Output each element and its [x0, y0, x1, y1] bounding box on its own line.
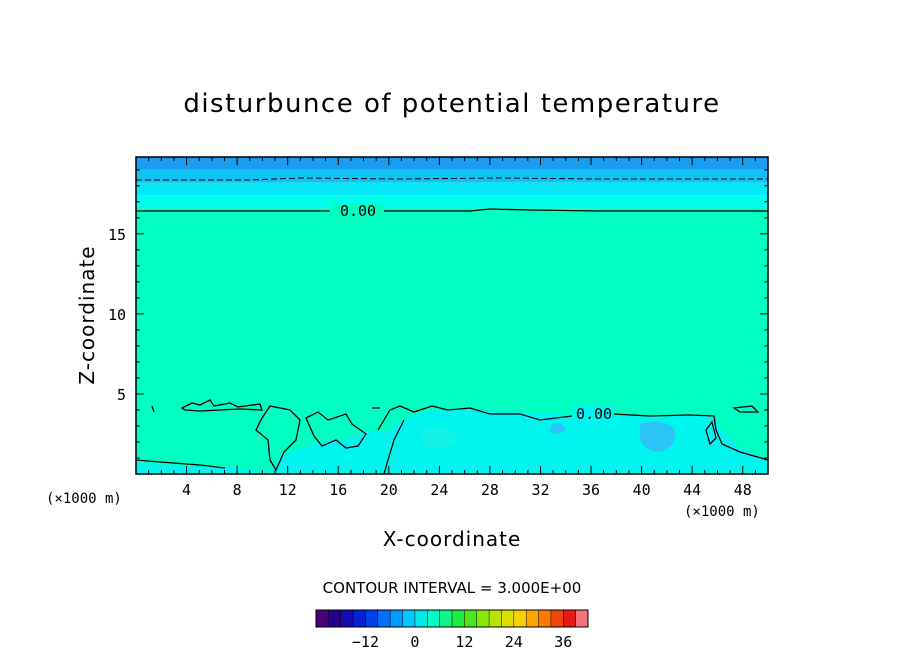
colorbar-cell — [365, 610, 379, 627]
x-tick-label: 48 — [734, 481, 752, 499]
field-band-1 — [136, 169, 768, 183]
x-tick-label: 16 — [329, 481, 347, 499]
contour-zero-lower — [732, 405, 760, 413]
x-unit-left: (×1000 m) — [46, 491, 122, 507]
field-band-0 — [136, 157, 768, 170]
colorbar-tick-label: 24 — [505, 633, 523, 651]
colorbar-tick-label: 36 — [554, 633, 572, 651]
colorbar-cell — [328, 610, 342, 627]
contour-label: 0.00 — [340, 202, 376, 220]
contour-zero-lower — [135, 459, 226, 469]
colorbar-cell — [439, 610, 453, 627]
contour-label: 0.00 — [576, 405, 612, 423]
x-axis-label: X-coordinate — [383, 527, 522, 551]
contour-interval-label: CONTOUR INTERVAL = 3.000E+00 — [323, 579, 582, 597]
colorbar-frame — [315, 609, 589, 628]
colorbar-tick-label: 12 — [455, 633, 473, 651]
x-tick-label: 4 — [182, 481, 191, 499]
x-ticks: 4 8 12 16 20 24 28 32 36 40 44 48 — [148, 157, 756, 499]
x-tick-label: 40 — [633, 481, 651, 499]
colorbar-tick-label: 0 — [410, 633, 419, 651]
x-tick-label: 28 — [481, 481, 499, 499]
blue-spot — [640, 421, 676, 452]
contour-zero-lower — [255, 405, 301, 472]
colorbar-cell — [316, 610, 329, 627]
colorbar-cell — [464, 610, 478, 627]
y-tick-label: 15 — [108, 226, 126, 244]
x-tick-label: 12 — [279, 481, 297, 499]
colorbar-cell — [538, 610, 552, 627]
contour-zero-lower — [383, 419, 405, 475]
colorbar-cell — [526, 610, 540, 627]
x-tick-label: 24 — [430, 481, 448, 499]
colorbar-cell — [513, 610, 527, 627]
contour-label-bg — [574, 406, 614, 422]
light-spot — [420, 428, 460, 449]
contour-zero-lower — [705, 420, 717, 446]
x-tick-label: 44 — [683, 481, 701, 499]
chart-title: disturbunce of potential temperature — [183, 89, 720, 119]
colorbar-cell — [501, 610, 515, 627]
colorbar: −12 0 12 24 36 — [315, 609, 589, 651]
x-tick-label: 32 — [531, 481, 549, 499]
colorbar-cell — [563, 610, 577, 627]
colorbar-cell — [427, 610, 441, 627]
y-axis-label: Z-coordinate — [75, 245, 99, 384]
field-band-2 — [136, 182, 768, 196]
colorbar-cell — [340, 610, 354, 627]
y-tick-label: 10 — [108, 306, 126, 324]
y-ticks: 5 10 15 — [108, 169, 768, 459]
contour-label-bg — [332, 203, 382, 219]
x-tick-label: 20 — [380, 481, 398, 499]
contour-zero-lower — [613, 413, 769, 461]
x-tick-label: 36 — [582, 481, 600, 499]
contour-zero-lower — [377, 405, 573, 431]
y-tick-label: 5 — [117, 386, 126, 404]
colorbar-cell — [489, 610, 502, 627]
colorbar-cell — [402, 610, 416, 627]
field-band-3 — [136, 195, 768, 209]
blue-spot — [550, 422, 566, 434]
colorbar-cell — [353, 610, 366, 627]
colorbar-cell — [550, 610, 564, 627]
contour-negative — [136, 177, 768, 181]
colorbar-cell — [575, 610, 589, 627]
colorbar-cell — [377, 610, 391, 627]
contour-zero-lower — [305, 411, 367, 449]
colorbar-cell — [414, 610, 428, 627]
colorbar-cell — [452, 610, 465, 627]
colorbar-cell — [476, 610, 490, 627]
x-tick-label: 8 — [233, 481, 242, 499]
contour-zero-upper — [384, 208, 768, 212]
contour-zero-lower — [180, 399, 263, 412]
colorbar-tick-label: −12 — [352, 633, 379, 651]
x-unit-right: (×1000 m) — [684, 504, 760, 520]
contour-zero-lower — [151, 405, 155, 413]
colorbar-cell — [390, 610, 404, 627]
